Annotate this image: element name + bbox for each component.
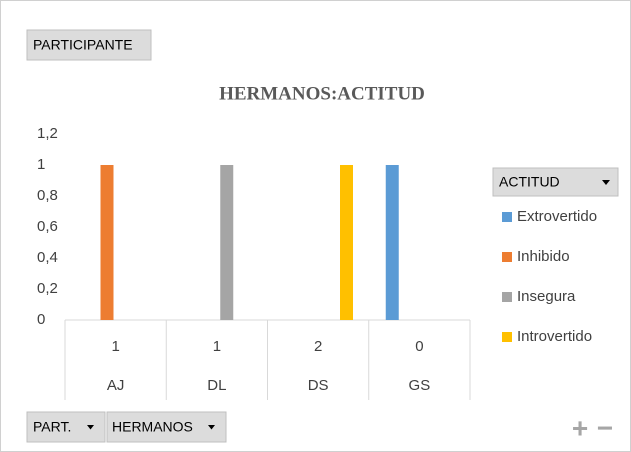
x-subcategory-label: 0 <box>415 338 423 355</box>
legend-title[interactable]: ACTITUD <box>499 174 560 190</box>
x-subcategory-label: 1 <box>213 338 221 355</box>
bar <box>100 165 114 320</box>
legend-label: Introvertido <box>517 328 592 345</box>
legend-button[interactable] <box>492 167 619 197</box>
expand-button[interactable]: + <box>572 412 588 443</box>
axis-field-label[interactable]: PART. <box>33 419 71 435</box>
legend-label: Insegura <box>517 288 576 305</box>
legend-swatch <box>502 292 512 302</box>
x-tick-label: AJ <box>107 377 125 394</box>
collapse-button[interactable]: − <box>597 412 613 443</box>
x-subcategory-label: 2 <box>314 338 322 355</box>
legend-label: Extrovertido <box>517 208 597 225</box>
y-tick-label: 0,4 <box>37 249 58 266</box>
y-tick-label: 0,2 <box>37 280 58 297</box>
x-tick-label: DL <box>207 377 226 394</box>
bar <box>340 165 353 320</box>
filter-label[interactable]: PARTICIPANTE <box>33 37 133 53</box>
legend-swatch <box>502 212 512 222</box>
bar <box>385 165 399 320</box>
chart-title: HERMANOS:ACTITUD <box>219 83 425 104</box>
legend-swatch <box>502 332 512 342</box>
bar <box>220 165 234 320</box>
dropdown-icon[interactable] <box>87 425 94 430</box>
y-tick-label: 0,8 <box>37 187 58 204</box>
y-tick-label: 1 <box>37 156 45 173</box>
dropdown-icon[interactable] <box>602 180 610 185</box>
y-tick-label: 0 <box>37 311 45 328</box>
axis-field-button[interactable] <box>106 411 227 443</box>
filter-button[interactable] <box>26 29 152 61</box>
legend-swatch <box>502 252 512 262</box>
x-tick-label: GS <box>409 377 431 394</box>
legend-label: Inhibido <box>517 248 570 265</box>
x-subcategory-label: 1 <box>111 338 119 355</box>
dropdown-icon[interactable] <box>208 425 215 430</box>
x-tick-label: DS <box>308 377 329 394</box>
axis-field-label[interactable]: HERMANOS <box>112 419 193 435</box>
y-tick-label: 1,2 <box>37 125 58 142</box>
y-tick-label: 0,6 <box>37 218 58 235</box>
